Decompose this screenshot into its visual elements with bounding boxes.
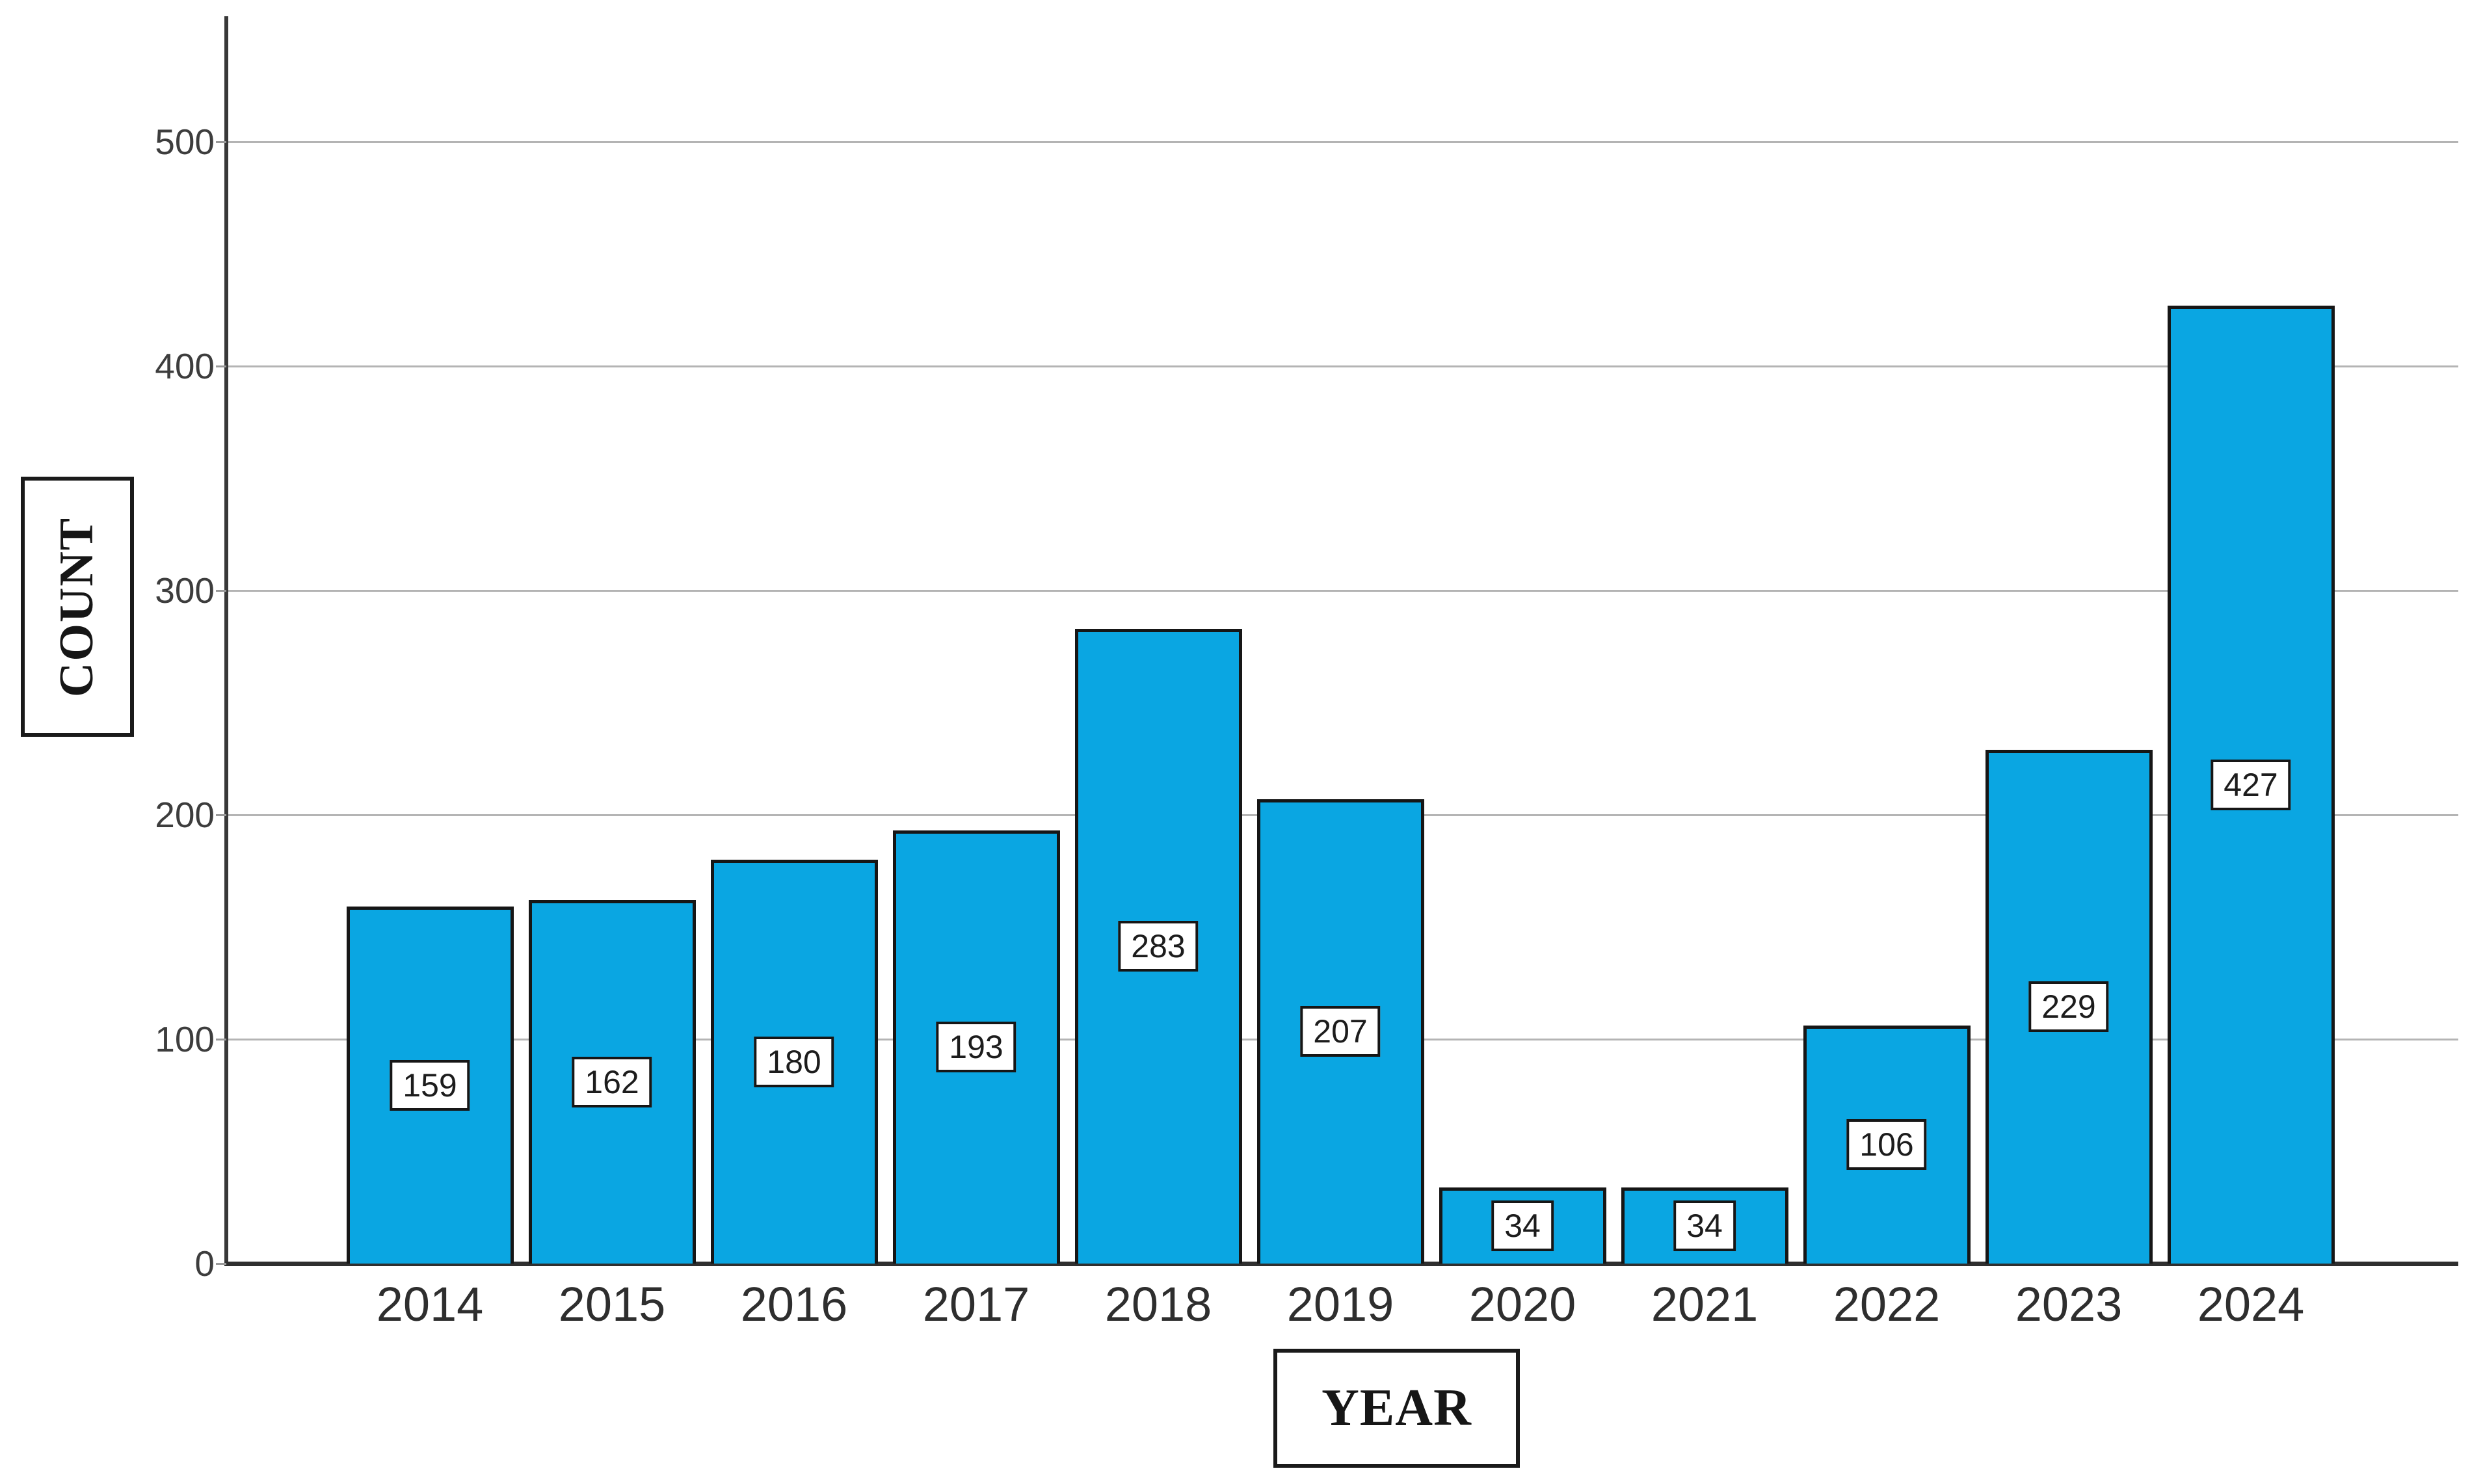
x-tick-label-2014: 2014 <box>376 1277 484 1331</box>
x-tick-label-2024: 2024 <box>2197 1277 2305 1331</box>
y-tick-mark-0 <box>216 1263 226 1265</box>
bar-value-label-2023: 229 <box>2028 981 2109 1032</box>
bar-value-label-2019: 207 <box>1300 1006 1381 1057</box>
bar-2014 <box>347 907 514 1264</box>
x-tick-label-2017: 2017 <box>922 1277 1030 1331</box>
x-tick-label-2018: 2018 <box>1104 1277 1212 1331</box>
x-axis-line <box>224 1262 2458 1266</box>
bar-value-label-2018: 283 <box>1118 921 1199 972</box>
x-tick-label-2016: 2016 <box>740 1277 848 1331</box>
gridline-500 <box>228 141 2458 143</box>
x-axis-title: YEAR <box>1321 1379 1472 1437</box>
y-tick-label-0: 0 <box>194 1243 215 1284</box>
y-tick-mark-500 <box>216 141 226 143</box>
bar-value-label-2024: 427 <box>2211 760 2291 810</box>
bar-value-label-2022: 106 <box>1846 1119 1927 1170</box>
y-axis-line <box>224 16 228 1265</box>
y-tick-mark-400 <box>216 365 226 367</box>
x-tick-label-2023: 2023 <box>2015 1277 2123 1331</box>
bar-value-label-2020: 34 <box>1491 1200 1554 1251</box>
x-axis-title-box: YEAR <box>1273 1349 1520 1468</box>
y-tick-label-200: 200 <box>155 795 215 835</box>
y-tick-mark-100 <box>216 1039 226 1040</box>
y-tick-label-300: 300 <box>155 570 215 611</box>
bar-value-label-2014: 159 <box>390 1060 470 1111</box>
bar-value-label-2015: 162 <box>572 1057 652 1107</box>
x-tick-label-2020: 2020 <box>1468 1277 1576 1331</box>
y-tick-label-500: 500 <box>155 122 215 162</box>
bar-value-label-2021: 34 <box>1673 1200 1736 1251</box>
x-tick-label-2019: 2019 <box>1286 1277 1394 1331</box>
y-tick-label-100: 100 <box>155 1019 215 1059</box>
gridline-300 <box>228 590 2458 592</box>
bar-value-label-2017: 193 <box>936 1022 1016 1072</box>
x-tick-label-2021: 2021 <box>1651 1277 1759 1331</box>
gridline-400 <box>228 365 2458 367</box>
y-tick-mark-300 <box>216 590 226 592</box>
y-tick-mark-200 <box>216 814 226 816</box>
bar-value-label-2016: 180 <box>754 1037 834 1087</box>
x-tick-label-2022: 2022 <box>1833 1277 1941 1331</box>
y-tick-label-400: 400 <box>155 346 215 386</box>
y-axis-title-box: COUNT <box>21 477 134 737</box>
x-tick-label-2015: 2015 <box>558 1277 666 1331</box>
